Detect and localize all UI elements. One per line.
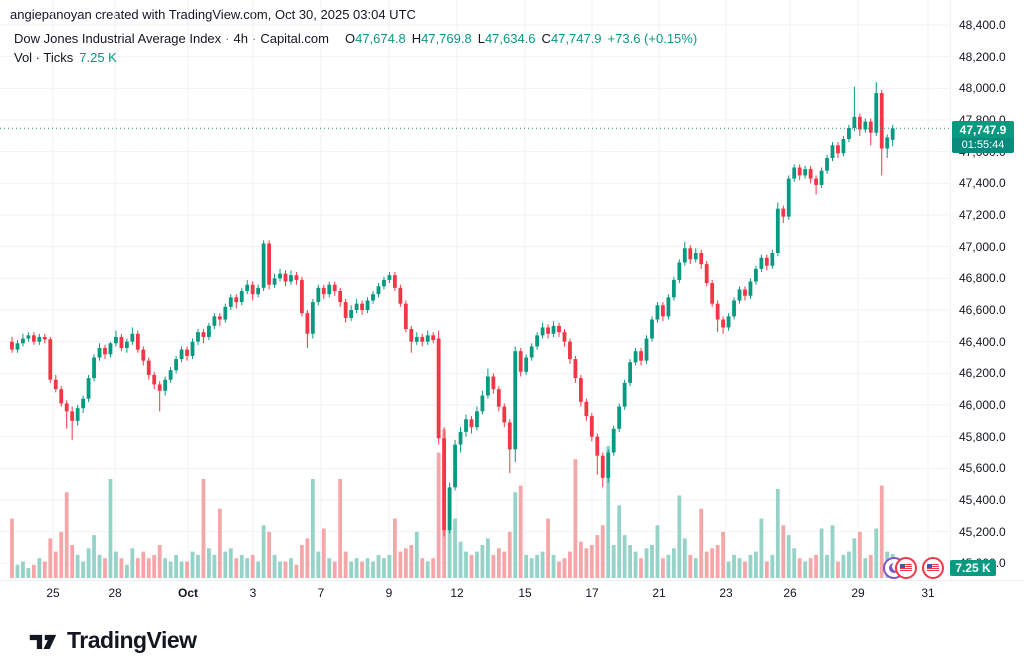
time-axis-label: 28 [108,586,122,600]
time-axis[interactable]: 25 28 Oct 3 7 9 12 15 17 21 23 26 29 31 [0,580,1024,606]
time-axis-label: 9 [385,586,393,600]
time-axis-label: 12 [450,586,464,600]
price-axis-label: 46,600.0 [959,303,1006,318]
high-value: 47,769.8 [421,31,472,46]
close-value: 47,747.9 [550,31,602,46]
flag-glyph [927,564,939,572]
volume-badge: 7.25 K [950,560,996,576]
time-axis-label: Oct [177,586,198,600]
volume-value: 7.25 K [79,50,117,65]
price-axis-label: 45,600.0 [959,461,1006,476]
price-axis-label: 45,200.0 [959,524,1006,539]
price-axis-label: 47,000.0 [959,239,1006,254]
time-axis-label: 17 [585,586,599,600]
ohlc-values: O47,674.8 H47,769.8 L47,634.6 C47,747.9 +73.… [339,31,697,46]
price-axis-label: 47,400.0 [959,176,1006,191]
symbol-title: Dow Jones Industrial Average Index [14,31,222,46]
time-axis-label: 25 [46,586,60,600]
low-label: L [477,31,485,46]
provider-label: Capital.com [260,31,329,46]
close-label: C [541,31,551,46]
current-price-value: 47,747.9 [952,121,1014,138]
high-label: H [411,31,422,46]
time-axis-label: 29 [851,586,865,600]
price-axis-label: 45,400.0 [959,493,1006,508]
interval-label: 4h [233,31,248,46]
legend-row-volume: Vol · Ticks 7.25 K [14,48,697,67]
price-axis-label: 48,000.0 [959,81,1006,96]
time-axis-label: 15 [518,586,532,600]
symbol-legend: Dow Jones Industrial Average Index · 4h · Ca… [14,29,697,67]
us-flag-icon[interactable] [895,557,917,579]
tradingview-logo-icon [29,634,57,649]
price-axis-label: 46,800.0 [959,271,1006,286]
price-axis-label: 48,200.0 [959,49,1006,64]
us-flag-icon[interactable] [922,557,944,579]
price-axis[interactable]: 48,400.048,200.048,000.047,800.047,600.0… [950,0,1024,580]
price-axis-label: 46,000.0 [959,398,1006,413]
price-axis-label: 46,200.0 [959,366,1006,381]
price-axis-label: 45,800.0 [959,429,1006,444]
price-axis-label: 48,400.0 [959,18,1006,33]
time-axis-label: 21 [652,586,666,600]
tradingview-logo-text: TradingView [67,627,197,653]
current-price-badge: 47,747.9 01:55:44 [952,121,1014,153]
legend-row-main: Dow Jones Industrial Average Index · 4h · Ca… [14,29,697,48]
candlestick-plot[interactable] [0,0,950,580]
price-axis-label: 46,400.0 [959,334,1006,349]
attribution-text: angiepanoyan created with TradingView.co… [10,7,416,22]
footer: TradingView [0,605,1024,665]
low-value: 47,634.6 [484,31,536,46]
change-value: +73.6 (+0.15%) [607,31,698,46]
price-axis-label: 47,200.0 [959,208,1006,223]
time-axis-label: 7 [317,586,325,600]
bar-countdown: 01:55:44 [952,138,1014,153]
time-axis-label: 31 [921,586,935,600]
legend-separator: · [225,31,230,46]
open-value: 47,674.8 [355,31,406,46]
legend-separator: · [251,31,257,46]
time-axis-label: 23 [719,586,733,600]
time-axis-label: 26 [783,586,797,600]
open-label: O [344,31,356,46]
volume-label: Vol · Ticks [14,50,74,65]
tradingview-logo[interactable]: TradingView [28,627,197,654]
time-axis-label: 3 [249,586,257,600]
flag-glyph [900,564,912,572]
